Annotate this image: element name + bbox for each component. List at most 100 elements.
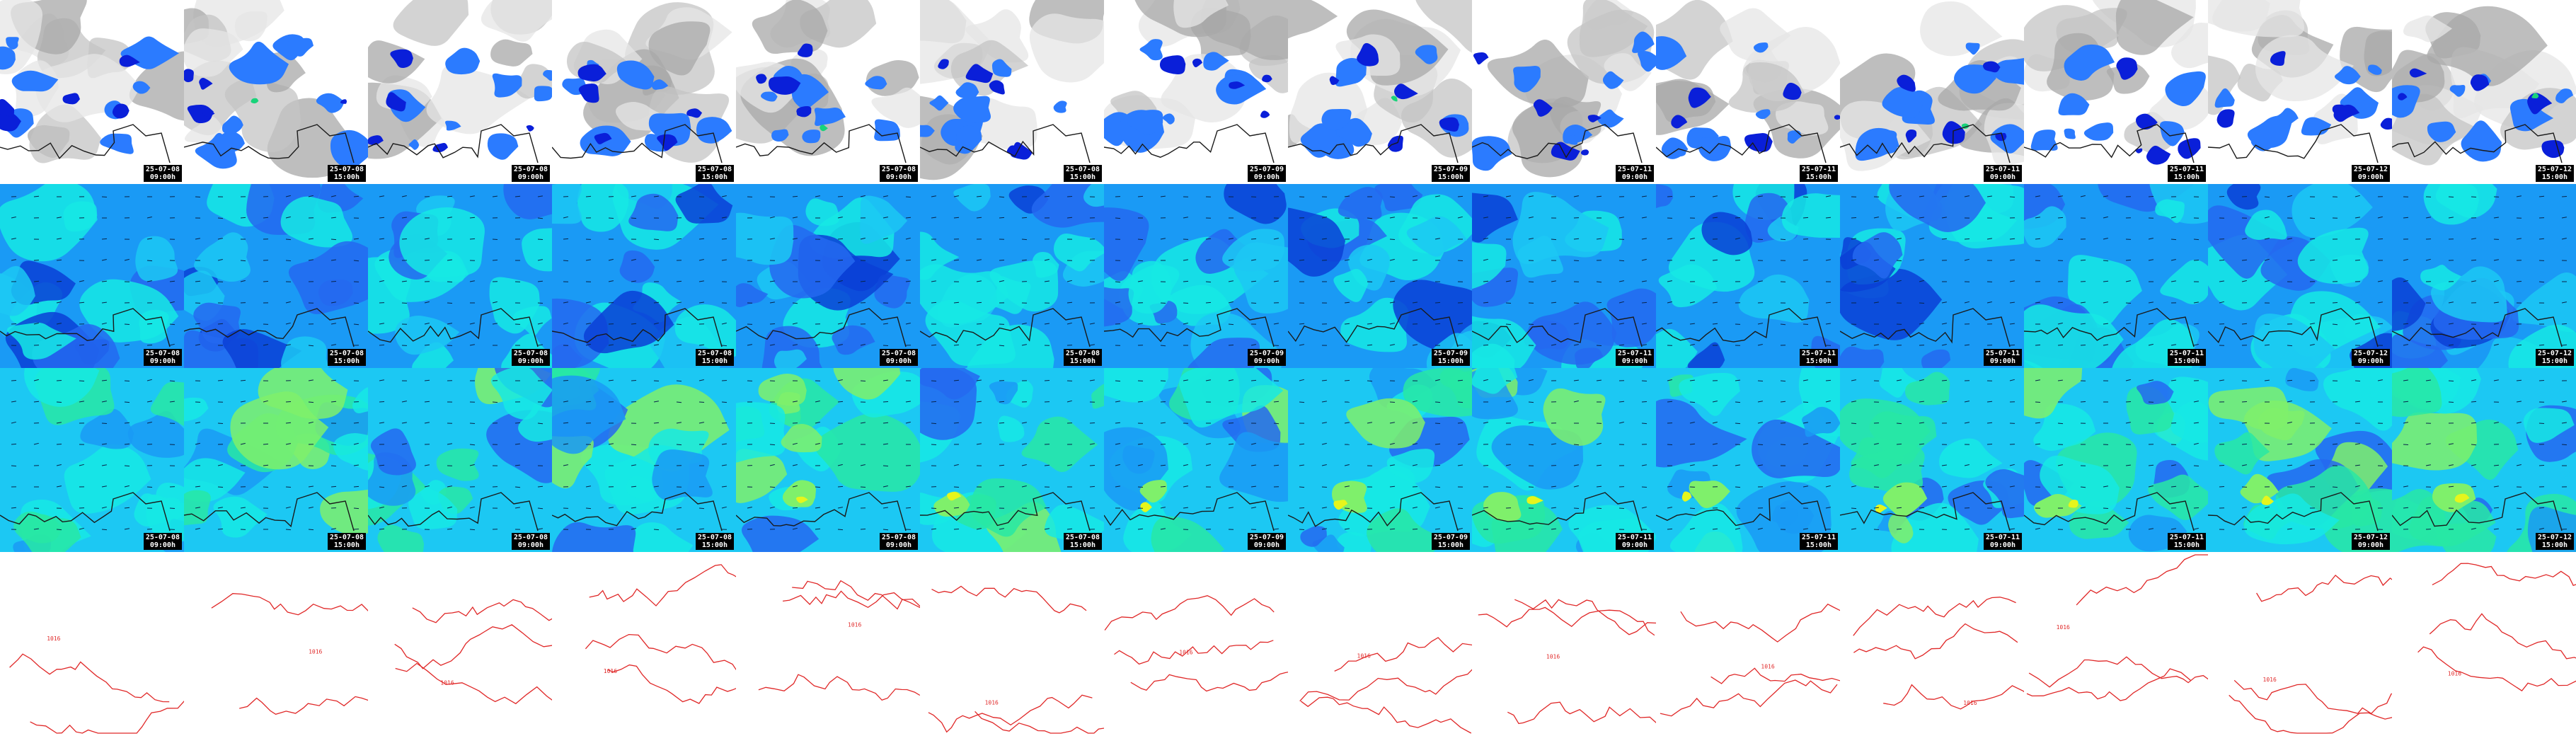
wind-arrow	[308, 238, 314, 240]
wind-arrow	[2448, 401, 2454, 403]
precip-area	[1513, 66, 1541, 93]
wind-arrow	[537, 280, 543, 282]
wind-speed-area	[193, 302, 241, 344]
wind-arrow	[1321, 507, 1327, 509]
cloud-area	[2171, 23, 2208, 69]
wind-arrow	[1596, 507, 1602, 509]
wind-map	[184, 368, 368, 552]
wind-arrow	[1066, 301, 1073, 304]
wind-arrow	[1160, 195, 1166, 197]
precip-area	[1321, 109, 1352, 130]
wind-arrow	[2516, 464, 2522, 466]
precip-area	[445, 47, 481, 75]
wind-arrow	[882, 485, 888, 488]
wind-arrow	[721, 485, 727, 488]
wind-arrow	[631, 464, 636, 466]
cloud-area	[1720, 8, 1791, 61]
timestamp-label: 25-07-12 15:00h	[2535, 533, 2574, 550]
isobar-line	[589, 564, 736, 606]
wind-arrow	[1667, 379, 1672, 381]
wind-arrow	[999, 217, 1005, 219]
wind-arrow	[2170, 379, 2176, 381]
wind-arrow	[2377, 379, 2383, 381]
wind-speed-area	[805, 198, 839, 226]
wind-arrow	[263, 486, 269, 488]
coastline	[736, 124, 907, 163]
wind-arrow	[1757, 527, 1763, 530]
wind-arrow	[1986, 301, 1992, 304]
wind-arrow	[447, 323, 452, 325]
isobar-line	[1114, 640, 1274, 665]
wind-arrow	[1896, 422, 1902, 425]
wind-arrow	[1250, 280, 1257, 282]
wind-speed-area	[2245, 209, 2287, 241]
wind-arrow	[492, 323, 498, 325]
wind-speed-area	[194, 232, 251, 282]
wind-gust-panel: 25-07-12 15:00h	[2392, 368, 2576, 552]
wind-speed-area	[1491, 425, 1584, 490]
wind-arrow	[1044, 280, 1050, 282]
wind-arrow	[2009, 464, 2015, 466]
wind-arrow	[1618, 421, 1624, 424]
wind-speed-area	[377, 524, 425, 552]
timestamp-date: 25-07-11	[1617, 350, 1652, 357]
wind-speed-area	[1687, 342, 1725, 368]
isobar-map: 1016	[1288, 552, 1472, 736]
wind-arrow	[1115, 301, 1120, 304]
wind-arrow	[1344, 507, 1350, 510]
wind-arrow	[1367, 258, 1372, 261]
wind-arrow	[1137, 195, 1144, 197]
wind-arrow	[1735, 401, 1741, 403]
precip-area	[229, 41, 289, 85]
wind-speed-peak	[1140, 502, 1152, 512]
wind-arrow	[217, 464, 223, 466]
wind-arrow	[1896, 195, 1902, 197]
wind-speed-area	[552, 184, 582, 224]
precip-peak	[2531, 93, 2539, 99]
timestamp-label: 25-07-08 09:00h	[879, 165, 918, 182]
wind-arrow	[424, 379, 430, 381]
wind-arrow	[1457, 422, 1464, 424]
wind-arrow	[330, 238, 337, 241]
isobar-label: 1016	[309, 649, 322, 655]
wind-arrow	[999, 345, 1005, 347]
wind-map	[1104, 368, 1288, 552]
wind-arrow	[124, 485, 130, 488]
cloud-area	[1920, 1, 2003, 57]
wind-speed-area	[150, 381, 184, 426]
wind-arrow	[837, 401, 844, 403]
wind-arrow	[1780, 401, 1786, 403]
wind-arrow	[653, 195, 659, 197]
cloud-map	[184, 0, 368, 184]
wind-arrow	[1228, 280, 1234, 282]
wind-arrow	[2493, 422, 2499, 424]
isobar-line	[585, 633, 736, 671]
isobar-line	[2026, 668, 2192, 701]
wind-arrow	[1434, 217, 1441, 219]
wind-arrow	[353, 485, 360, 488]
wind-arrow	[1596, 302, 1602, 304]
isobar-label: 1016	[985, 700, 999, 706]
wind-arrow	[769, 301, 775, 304]
wind-arrow	[2561, 422, 2567, 424]
precip-area	[1965, 42, 1980, 55]
cloud-area	[1604, 53, 1652, 91]
wind-arrow	[2035, 464, 2040, 466]
wind-speed-area	[1575, 347, 1604, 368]
wind-map	[1840, 184, 2024, 368]
wind-arrow	[240, 280, 246, 282]
wind-arrow	[33, 379, 39, 381]
wind-arrow	[2193, 527, 2199, 530]
precip-area	[1415, 45, 1438, 64]
cloud-map	[2208, 0, 2392, 184]
wind-arrow	[1483, 422, 1488, 424]
wind-arrow	[676, 422, 682, 424]
wind-speed-area	[2148, 474, 2208, 520]
wind-speed-area	[552, 375, 626, 454]
wind-speed-area	[1312, 534, 1345, 552]
wind-arrow	[353, 238, 359, 240]
cloud-area	[1776, 101, 1829, 136]
wind-field-panel: 25-07-08 09:00h	[368, 184, 552, 368]
wind-arrow	[2471, 401, 2477, 403]
wind-arrow	[2471, 485, 2477, 488]
